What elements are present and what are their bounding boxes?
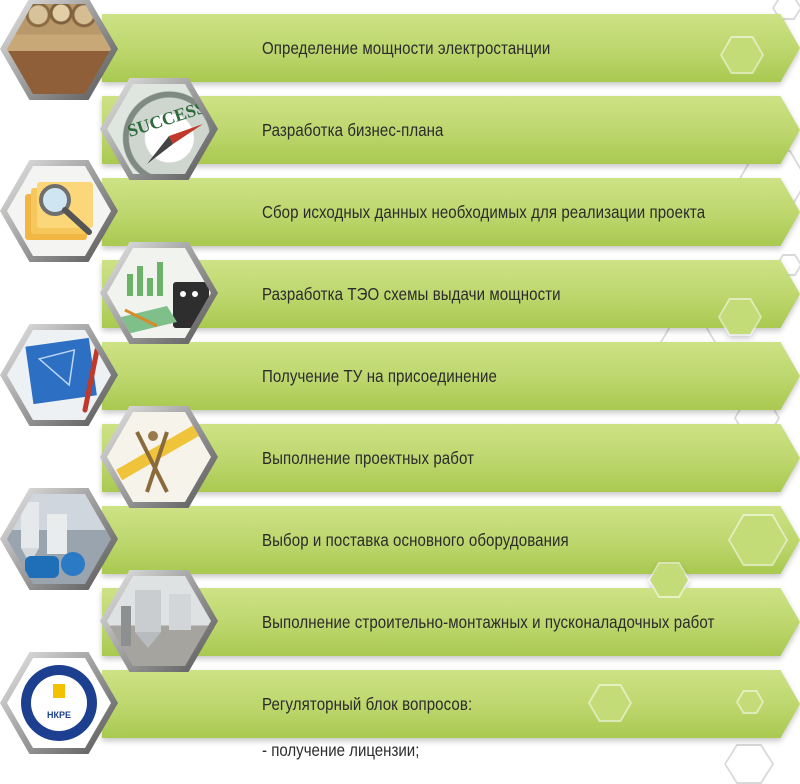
machinery-icon [21,502,85,578]
step-8-label: Выполнение строительно-монтажных и пуско… [262,612,715,632]
compass-icon: SUCCESS [125,97,208,164]
step-7-label: Выбор и поставка основного оборудования [262,530,569,550]
step-7-bar: Выбор и поставка основного оборудования [102,506,800,574]
silo-icon [121,590,191,648]
nkre-emblem-image: НКРЕ [7,658,111,748]
decor-hexagon [724,744,774,784]
step-6-image-frame [100,406,218,508]
step-4-label: Разработка ТЭО схемы выдачи мощности [262,284,561,304]
step-5-bar: Получение ТУ на присоединение [102,342,800,410]
step-2-image-frame: SUCCESS [100,78,218,180]
step-5-image-frame [0,324,118,426]
step-9-image-frame: НКРЕ [0,652,118,754]
step-3-bar: Сбор исходных данных необходимых для реа… [102,178,800,246]
sub-item-license: - получение лицензии; [262,740,420,760]
folder-icon [25,182,93,240]
process-steps-infographic: Определение мощности электростанции Разр… [0,0,800,760]
step-1-image-frame [0,0,118,100]
step-2-label: Разработка бизнес-плана [262,120,444,140]
blueprint-pencil-image [7,330,111,420]
step-1-bar: Определение мощности электростанции [102,14,800,82]
step-1-label: Определение мощности электростанции [262,38,551,58]
step-9-label: Регуляторный блок вопросов: [262,694,473,714]
step-3-label: Сбор исходных данных необходимых для реа… [262,202,706,222]
step-7-image-frame [0,488,118,590]
charts-calculator-image [107,248,211,338]
step-8-image-frame [100,570,218,672]
emblem-label: НКРЕ [47,710,71,720]
wood-pellets-image [7,4,111,94]
folders-magnifier-image [7,166,111,256]
equipment-image [7,494,111,584]
blueprint-icon [25,337,100,413]
step-6-bar: Выполнение проектных работ [102,424,800,492]
emblem-icon: НКРЕ [21,665,97,741]
step-3-image-frame [0,160,118,262]
bar-chart-icon [117,262,209,334]
step-8-bar: Выполнение строительно-монтажных и пуско… [102,562,800,656]
step-4-image-frame [100,242,218,344]
drafting-tools-image [107,412,211,502]
construction-site-image [107,576,211,666]
step-9-bar: Регуляторный блок вопросов: [102,670,800,738]
ruler-icon [116,419,209,493]
success-compass-image: SUCCESS [107,84,211,174]
step-5-label: Получение ТУ на присоединение [262,366,497,386]
step-2-bar: Разработка бизнес-плана [102,96,800,164]
svg-text:SUCCESS: SUCCESS [125,97,208,141]
step-6-label: Выполнение проектных работ [262,448,475,468]
